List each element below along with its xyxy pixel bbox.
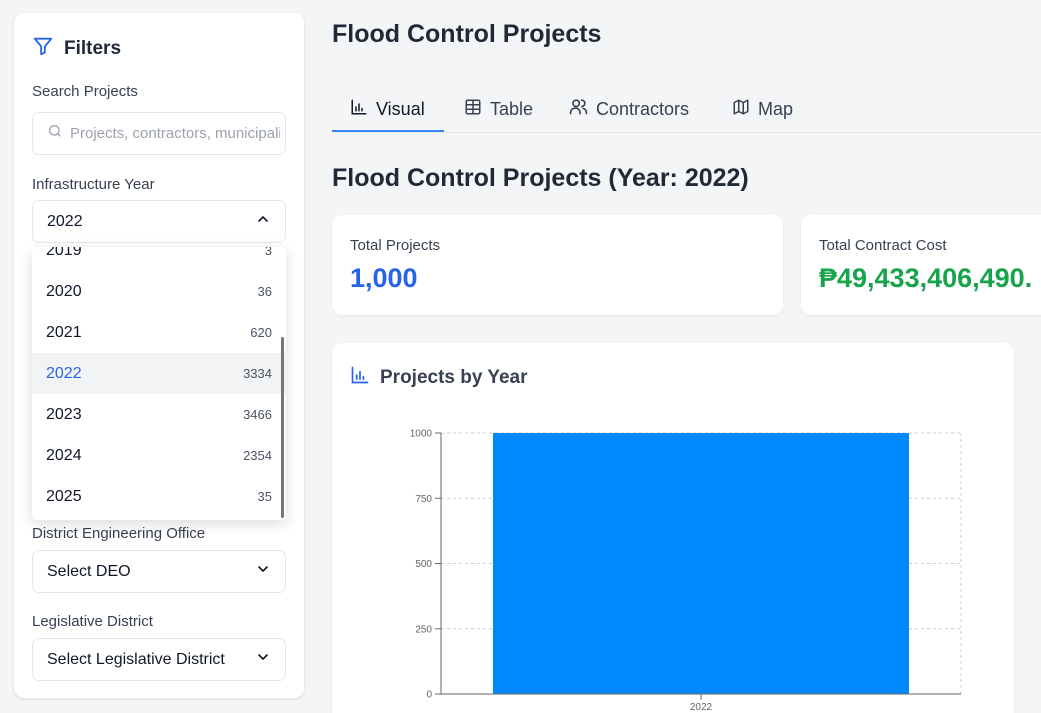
year-option-label: 2021: [46, 323, 82, 341]
search-field[interactable]: [32, 112, 286, 155]
tab-label: Map: [758, 98, 794, 119]
year-option-label: 2020: [46, 282, 82, 300]
deo-label: District Engineering Office: [32, 525, 206, 542]
y-tick-label: 500: [415, 559, 432, 570]
year-option-count: 620: [250, 325, 272, 340]
year-option-2021[interactable]: 2021 620: [32, 312, 286, 353]
year-option-2023[interactable]: 2023 3466: [32, 394, 286, 435]
tab-contractors[interactable]: Contractors: [569, 86, 689, 132]
year-option-label: 2019: [46, 247, 82, 259]
dropdown-scrollbar[interactable]: [281, 337, 284, 518]
filter-icon: [32, 35, 54, 63]
map-icon: [732, 98, 750, 121]
search-label: Search Projects: [32, 83, 138, 100]
legislative-select-value: Select Legislative District: [47, 650, 225, 668]
total-cost-value: ₱49,433,406,490.: [819, 263, 1033, 293]
projects-by-year-card: Projects by Year 0 250 500 750 1000 2022: [332, 343, 1014, 713]
year-select[interactable]: 2022: [32, 200, 286, 243]
filters-header: Filters: [32, 35, 121, 63]
year-option-2020[interactable]: 2020 36: [32, 271, 286, 312]
legislative-label: Legislative District: [32, 613, 153, 630]
total-cost-card: Total Contract Cost ₱49,433,406,490.: [801, 215, 1041, 315]
bar-chart-icon: [350, 365, 370, 391]
stat-label: Total Projects: [350, 237, 441, 254]
deo-select-value: Select DEO: [47, 562, 131, 580]
y-tick-label: 250: [415, 624, 432, 635]
year-option-count: 35: [257, 489, 272, 504]
year-option-count: 36: [257, 284, 272, 299]
users-icon: [569, 97, 588, 121]
year-option-count: 3: [264, 247, 272, 258]
y-tick-label: 750: [415, 494, 432, 505]
view-tabs: Visual Table Contractors Map: [332, 86, 1041, 133]
year-option-2022[interactable]: 2022 3334: [32, 353, 286, 394]
year-option-label: 2024: [46, 446, 82, 464]
year-option-count: 3334: [243, 366, 272, 381]
year-dropdown-menu: 2019 3 2020 36 2021 620 2022 3334 2023 3…: [32, 247, 286, 520]
year-select-value: 2022: [47, 212, 83, 230]
y-tick-label: 1000: [410, 429, 433, 440]
y-tick-label: 0: [426, 690, 432, 701]
year-option-2024[interactable]: 2024 2354: [32, 435, 286, 476]
deo-select[interactable]: Select DEO: [32, 550, 286, 593]
legislative-select[interactable]: Select Legislative District: [32, 638, 286, 681]
filters-title: Filters: [64, 38, 122, 59]
tab-label: Contractors: [596, 98, 690, 119]
tab-map[interactable]: Map: [732, 86, 793, 132]
tab-label: Visual: [376, 98, 425, 119]
table-icon: [464, 98, 482, 121]
chart-header: Projects by Year: [350, 365, 528, 391]
search-input[interactable]: [70, 125, 280, 142]
year-option-label: 2023: [46, 405, 82, 423]
year-option-label: 2022: [46, 364, 82, 382]
bar-2022: [493, 433, 909, 694]
year-option-2025[interactable]: 2025 35: [32, 476, 286, 517]
stat-label: Total Contract Cost: [819, 237, 947, 254]
chart-title: Projects by Year: [380, 367, 528, 388]
page-title: Flood Control Projects: [332, 20, 602, 48]
tab-label: Table: [490, 98, 534, 119]
tab-visual[interactable]: Visual: [350, 86, 425, 132]
projects-by-year-chart: 0 250 500 750 1000 2022: [410, 429, 962, 713]
chevron-down-icon: [255, 561, 271, 582]
bar-chart-icon: [350, 98, 368, 121]
chevron-up-icon: [255, 211, 271, 232]
total-projects-value: 1,000: [350, 263, 418, 293]
year-label: Infrastructure Year: [32, 176, 155, 193]
year-option-count: 3466: [243, 407, 272, 422]
section-title: Flood Control Projects (Year: 2022): [332, 164, 749, 192]
year-option-2019[interactable]: 2019 3: [32, 247, 286, 271]
chevron-down-icon: [255, 649, 271, 670]
total-projects-card: Total Projects 1,000: [332, 215, 783, 315]
year-option-label: 2025: [46, 487, 82, 505]
year-option-count: 2354: [243, 448, 272, 463]
active-tab-indicator: [332, 130, 444, 132]
tab-table[interactable]: Table: [464, 86, 533, 132]
search-icon: [47, 123, 63, 144]
x-tick-label: 2022: [690, 702, 713, 713]
